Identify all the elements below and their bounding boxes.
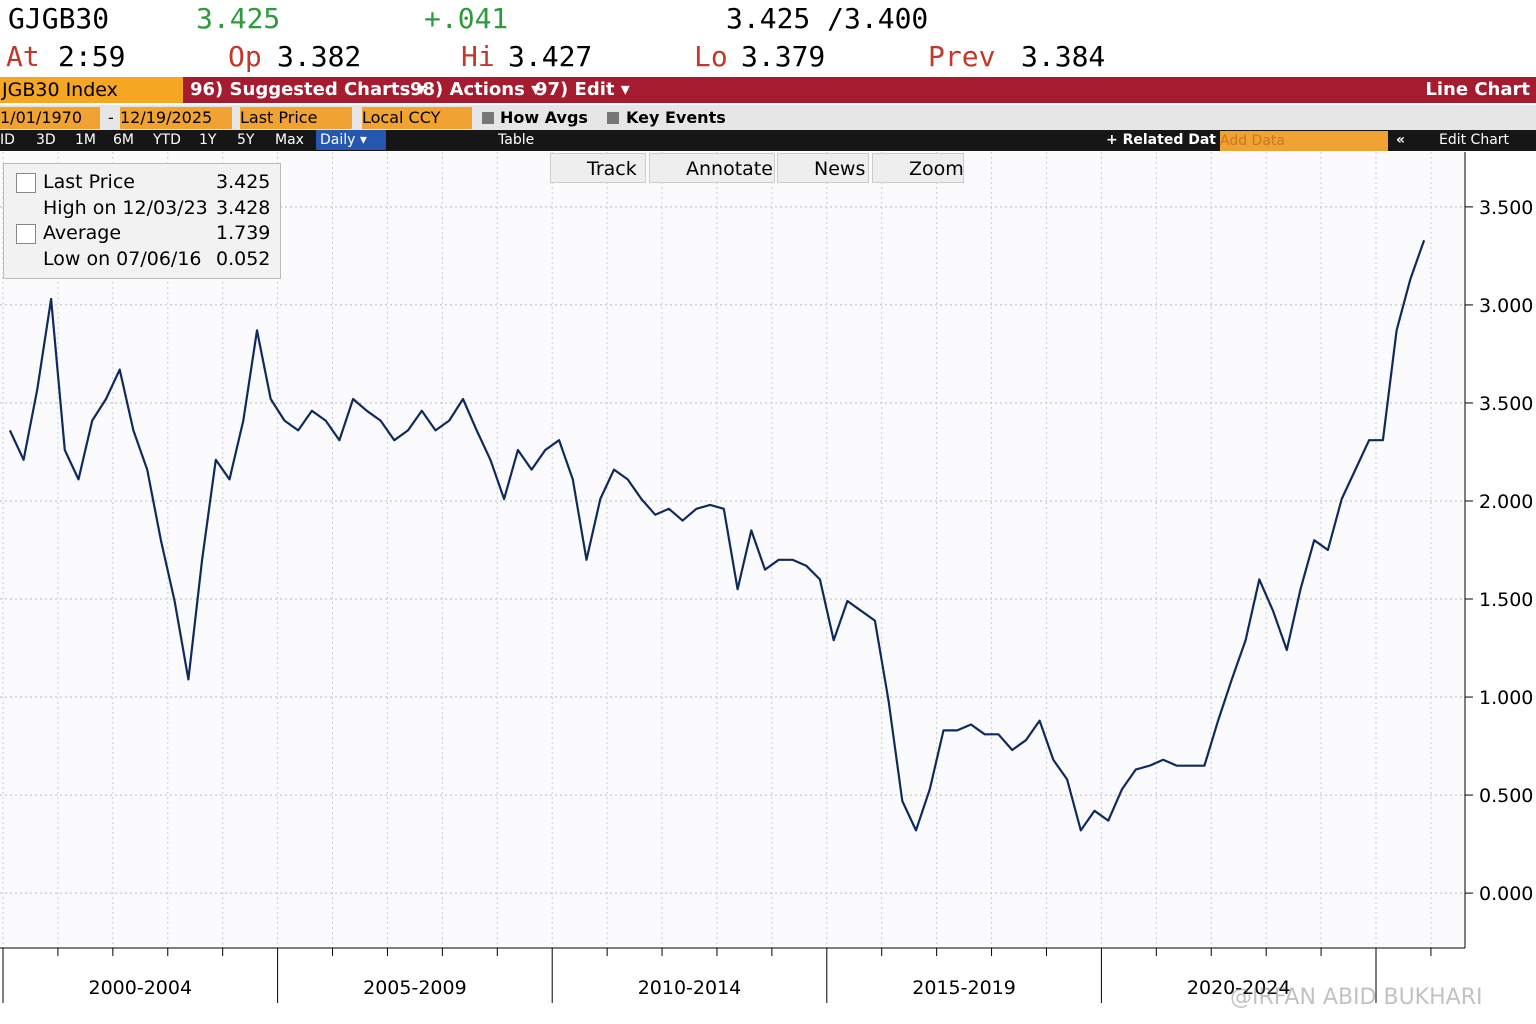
field[interactable]: Last Price [240, 107, 352, 129]
y-tick-label: 3.500 [1479, 197, 1533, 219]
currency[interactable]: Local CCY [362, 107, 472, 129]
change: +.041 [424, 2, 509, 35]
legend-label: Last Price [43, 171, 135, 193]
suggested-menu[interactable]: 96) Suggested Charts ▾ [190, 79, 426, 100]
start-date[interactable]: 1/01/1970 [0, 107, 100, 129]
y-tick-label: 0.500 [1479, 785, 1533, 807]
prev: 3.384 [1021, 40, 1106, 73]
checkbox[interactable] [607, 112, 619, 124]
high-label: Hi [461, 40, 495, 73]
collapse[interactable]: « [1396, 132, 1406, 148]
y-tick-label: 0.000 [1479, 883, 1533, 905]
x-tick-label: 2005-2009 [363, 977, 467, 999]
add-data[interactable]: Add Data [1220, 131, 1388, 151]
bid-ask: 3.425 /3.400 [726, 2, 929, 35]
chart: 0.000 0.500 1.000 1.500 2.000 3.500 3.000 3.500… [0, 152, 1533, 1003]
legend-label: High on 12/03/23 [43, 196, 208, 219]
tool-button[interactable]: News [777, 153, 869, 183]
tool-button[interactable]: Track [550, 153, 646, 183]
show-avgs[interactable]: How Avgs [500, 108, 588, 127]
tool-button[interactable]: Annotate [649, 153, 775, 183]
legend-value: 3.425 [216, 171, 271, 193]
low: 3.379 [741, 40, 826, 73]
y-tick-label: 2.000 [1479, 491, 1533, 513]
period-button[interactable]: Max [275, 132, 304, 148]
period-button[interactable]: ID [0, 132, 15, 148]
ticker: GJGB30 [8, 2, 110, 35]
legend-value: 3.428 [216, 196, 271, 219]
low-label: Lo [694, 40, 728, 73]
watermark: @IRFAN ABID BUKHARI [1230, 985, 1483, 1010]
open: 3.382 [277, 40, 362, 73]
tool-button[interactable]: Zoom [872, 153, 964, 183]
frequency[interactable]: Daily ▾ [316, 130, 386, 150]
period-button[interactable]: 6M [113, 132, 134, 148]
x-tick-label: 2000-2004 [89, 977, 193, 999]
plot-area [0, 152, 1465, 948]
period-button[interactable]: 5Y [237, 132, 255, 148]
period-button[interactable]: YTD [153, 132, 181, 148]
open-label: Op [228, 40, 262, 73]
chart-type[interactable]: Line Chart [1425, 79, 1530, 100]
x-tick-label: 2010-2014 [638, 977, 742, 999]
period-button[interactable]: 1M [75, 132, 96, 148]
end-date[interactable]: 12/19/2025 [120, 107, 232, 129]
legend-label: Average [43, 222, 122, 244]
y-tick-label: 3.500 [1479, 393, 1533, 415]
legend-checkbox[interactable] [16, 173, 36, 193]
dash: - [108, 108, 114, 127]
y-tick-label: 1.500 [1479, 589, 1533, 611]
last: 3.425 [196, 2, 281, 35]
period-button[interactable]: 3D [36, 132, 56, 148]
security[interactable]: JGB30 Index [2, 79, 118, 101]
legend-value: 0.052 [216, 247, 271, 270]
prev-label: Prev [928, 40, 996, 73]
y-tick-label: 1.000 [1479, 687, 1533, 709]
price-line [8, 239, 1426, 832]
y-tick-label: 3.000 [1479, 295, 1533, 317]
related-data[interactable]: + Related Dat [1106, 132, 1216, 148]
key-events[interactable]: Key Events [626, 108, 726, 127]
legend-checkbox[interactable] [16, 224, 36, 244]
edit-chart[interactable]: Edit Chart [1439, 132, 1510, 148]
time-label: At [6, 40, 40, 73]
legend-label: Low on 07/06/16 [43, 247, 202, 270]
menu-bar [183, 77, 1536, 103]
time: 2:59 [58, 40, 126, 73]
legend [3, 163, 281, 279]
x-tick-label: 2020-2024 [1187, 977, 1291, 999]
actions-menu[interactable]: 98) Actions ▾ [410, 79, 541, 100]
legend-value: 1.739 [216, 222, 271, 244]
security-box[interactable] [0, 77, 183, 103]
edit-menu[interactable]: 97) Edit ▾ [535, 79, 630, 100]
table[interactable]: Table [498, 132, 535, 148]
x-tick-label: 2015-2019 [912, 977, 1016, 999]
checkbox[interactable] [482, 112, 494, 124]
high: 3.427 [508, 40, 593, 73]
period-button[interactable]: 1Y [199, 132, 217, 148]
